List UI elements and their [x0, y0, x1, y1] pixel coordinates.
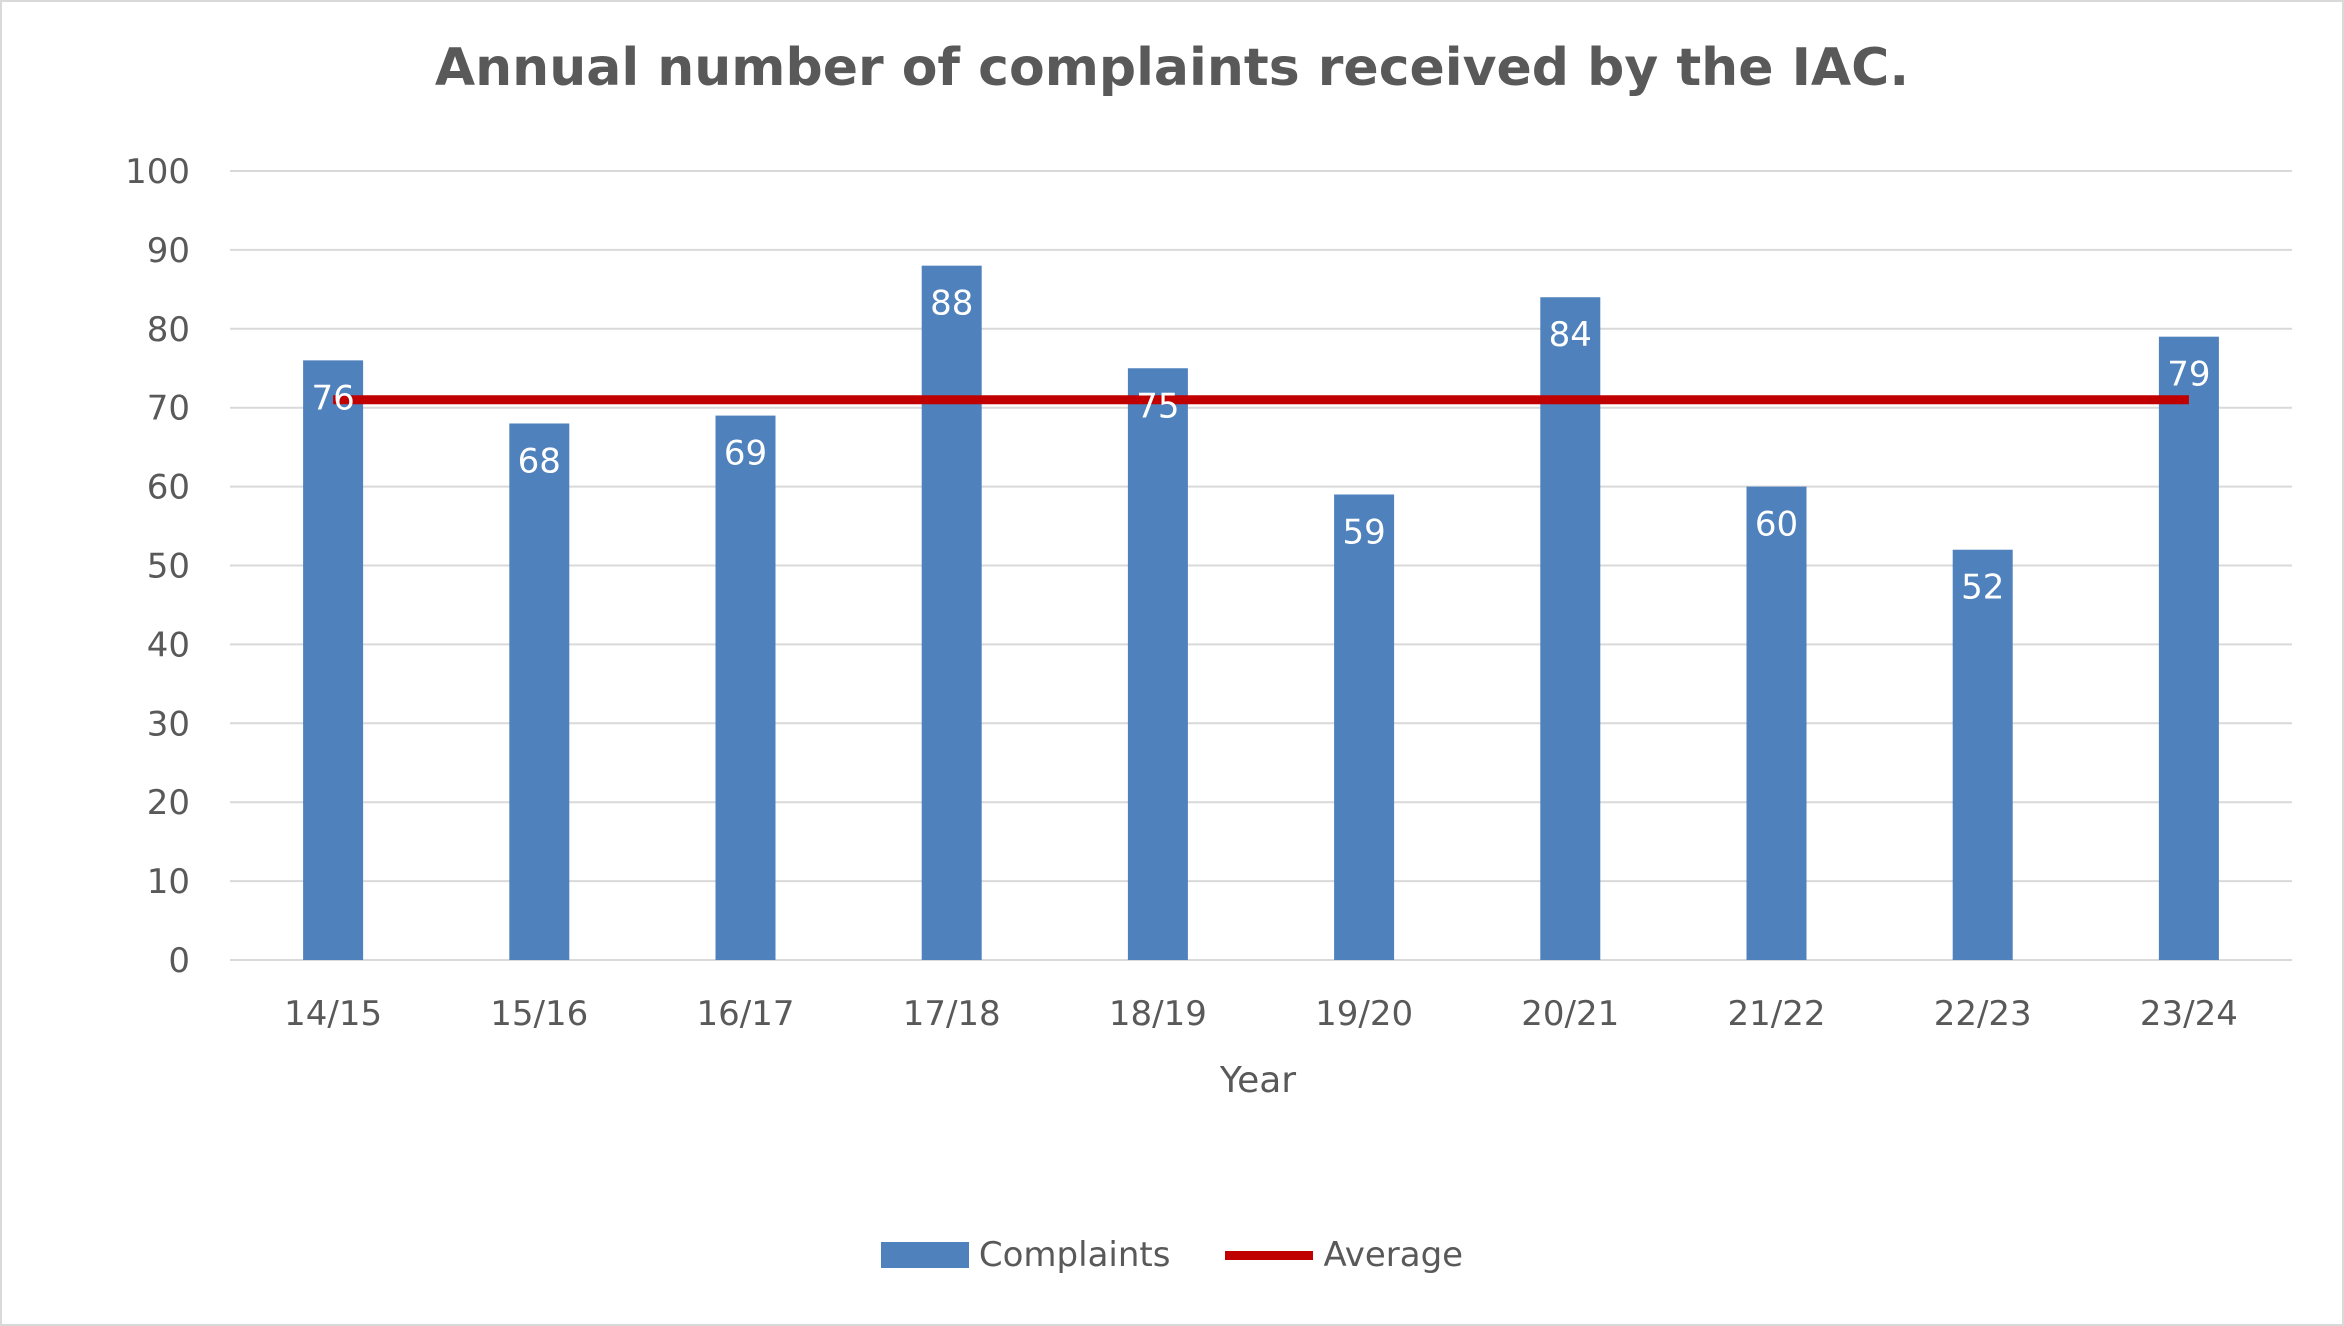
y-tick-label: 90	[147, 231, 190, 271]
x-tick-label: 16/17	[697, 994, 795, 1034]
y-tick-label: 70	[147, 389, 190, 429]
bar-22-23	[1952, 549, 2013, 960]
legend-item-complaints: Complaints	[880, 1235, 1171, 1275]
bar-17-18	[921, 265, 982, 960]
data-label: 79	[2167, 355, 2210, 395]
data-label: 60	[1755, 505, 1798, 545]
x-tick-label: 20/21	[1521, 994, 1619, 1034]
y-tick-label: 80	[147, 310, 190, 350]
x-tick-label: 17/18	[903, 994, 1001, 1034]
data-label: 76	[311, 378, 354, 418]
legend-swatch-complaints	[880, 1242, 969, 1268]
data-label: 69	[724, 434, 767, 474]
bar-18-19	[1127, 368, 1188, 960]
data-label: 75	[1136, 386, 1179, 426]
bar-16-17	[715, 415, 776, 961]
gridlines	[230, 170, 2292, 961]
bar-20-21	[1540, 297, 1601, 960]
data-labels: 76 68 69 88 75 59 84 60 52 79	[311, 284, 2210, 608]
legend-swatch-average	[1225, 1250, 1314, 1260]
y-axis-ticks: 0 10 20 30 40 50 60 70 80 90 100	[125, 152, 190, 981]
legend-label-average: Average	[1323, 1235, 1464, 1275]
x-tick-label: 18/19	[1109, 994, 1207, 1034]
data-label: 68	[518, 441, 561, 481]
bar-series	[303, 265, 2219, 961]
bar-23-24	[2158, 336, 2219, 960]
y-tick-label: 0	[168, 941, 190, 981]
x-tick-label: 14/15	[284, 994, 382, 1034]
y-tick-label: 20	[147, 783, 190, 823]
y-tick-label: 100	[125, 152, 190, 192]
chart-title: Annual number of complaints received by …	[434, 38, 1910, 98]
y-tick-label: 50	[147, 547, 190, 587]
x-axis-title: Year	[1219, 1060, 1296, 1101]
y-tick-label: 10	[147, 862, 190, 902]
y-tick-label: 60	[147, 468, 190, 508]
y-tick-label: 30	[147, 704, 190, 744]
legend: Complaints Average	[0, 1235, 2344, 1275]
bar-21-22	[1746, 486, 1807, 960]
x-axis-ticks: 14/15 15/16 16/17 17/18 18/19 19/20 20/21 21/22…	[284, 994, 2238, 1034]
x-tick-label: 21/22	[1728, 994, 1826, 1034]
legend-label-complaints: Complaints	[978, 1235, 1171, 1275]
data-label: 52	[1961, 568, 2004, 608]
x-tick-label: 22/23	[1934, 994, 2032, 1034]
bar-15-16	[509, 423, 570, 961]
data-label: 59	[1342, 512, 1385, 552]
bar-19-20	[1334, 494, 1395, 960]
x-tick-label: 23/24	[2140, 994, 2238, 1034]
legend-item-average: Average	[1225, 1235, 1463, 1275]
y-tick-label: 40	[147, 625, 190, 665]
bar-14-15	[303, 360, 364, 960]
data-label: 88	[930, 284, 973, 324]
x-tick-label: 19/20	[1315, 994, 1413, 1034]
x-tick-label: 15/16	[490, 994, 588, 1034]
data-label: 84	[1549, 315, 1592, 355]
